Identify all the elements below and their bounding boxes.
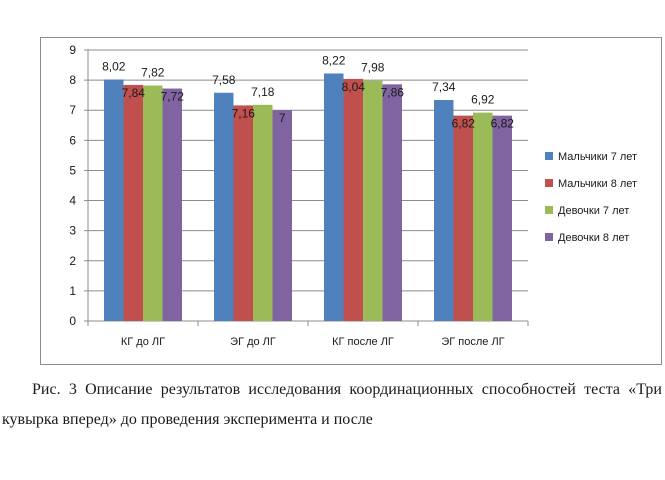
bar: [143, 85, 163, 321]
y-tick-label: 0: [69, 314, 76, 328]
bar: [473, 112, 493, 322]
bar: [233, 105, 253, 321]
y-tick-label: 5: [69, 163, 76, 177]
legend-label: Мальчики 8 лет: [558, 178, 637, 190]
bar: [382, 84, 402, 322]
y-tick-label: 2: [69, 254, 76, 268]
data-label: 7,18: [251, 85, 275, 99]
data-label: 8,04: [342, 80, 366, 94]
legend-swatch: [545, 152, 553, 160]
bar: [123, 84, 143, 321]
data-label: 8,22: [322, 53, 346, 67]
bar: [434, 99, 454, 322]
bar: [343, 78, 363, 321]
legend-swatch: [545, 179, 553, 187]
x-tick-label: КГ после ЛГ: [332, 336, 394, 348]
y-tick-label: 9: [69, 43, 76, 57]
legend-label: Девочки 8 лет: [558, 232, 629, 244]
data-label: 6,82: [491, 117, 515, 131]
data-label: 7,98: [361, 61, 385, 75]
y-tick-label: 7: [69, 103, 76, 117]
bar: [104, 79, 124, 322]
bar: [272, 110, 292, 321]
bar: [324, 73, 344, 321]
x-tick-label: ЭГ после ЛГ: [441, 336, 504, 348]
x-tick-label: ЭГ до ЛГ: [230, 336, 276, 348]
data-label: 6,92: [471, 93, 495, 107]
figure-caption: Рис. 3 Описание результатов исследования…: [2, 375, 662, 435]
bar: [453, 115, 473, 322]
y-tick-label: 3: [69, 224, 76, 238]
data-label: 7,84: [122, 86, 146, 100]
caption-text: Рис. 3 Описание результатов исследования…: [2, 381, 662, 428]
bar-chart: 0 1 2 3 4 5 6 7 8 9 8,02 7,84 7,82 7,72 КГ до ЛГ 7,58 7,…: [69, 43, 637, 348]
bar: [162, 88, 182, 321]
data-label: 7,34: [432, 80, 456, 94]
data-label: 7,16: [232, 106, 256, 120]
y-tick-label: 8: [69, 73, 76, 87]
data-label: 7,86: [381, 85, 405, 99]
x-tick-label: КГ до ЛГ: [121, 336, 165, 348]
data-label: 7: [279, 111, 286, 125]
data-label: 7,82: [141, 66, 165, 80]
bar: [214, 92, 234, 321]
legend-swatch: [545, 206, 553, 214]
data-label: 6,82: [452, 117, 476, 131]
y-tick-label: 1: [69, 284, 76, 298]
legend-label: Девочки 7 лет: [558, 205, 629, 217]
legend-swatch: [545, 233, 553, 241]
y-tick-label: 4: [69, 194, 76, 208]
data-label: 8,02: [102, 60, 126, 74]
bar: [253, 104, 273, 322]
legend-label: Мальчики 7 лет: [558, 151, 637, 163]
data-label: 7,72: [161, 90, 185, 104]
data-label: 7,58: [212, 73, 236, 87]
bar: [363, 80, 383, 321]
bar: [492, 115, 512, 322]
y-tick-label: 6: [69, 133, 76, 147]
